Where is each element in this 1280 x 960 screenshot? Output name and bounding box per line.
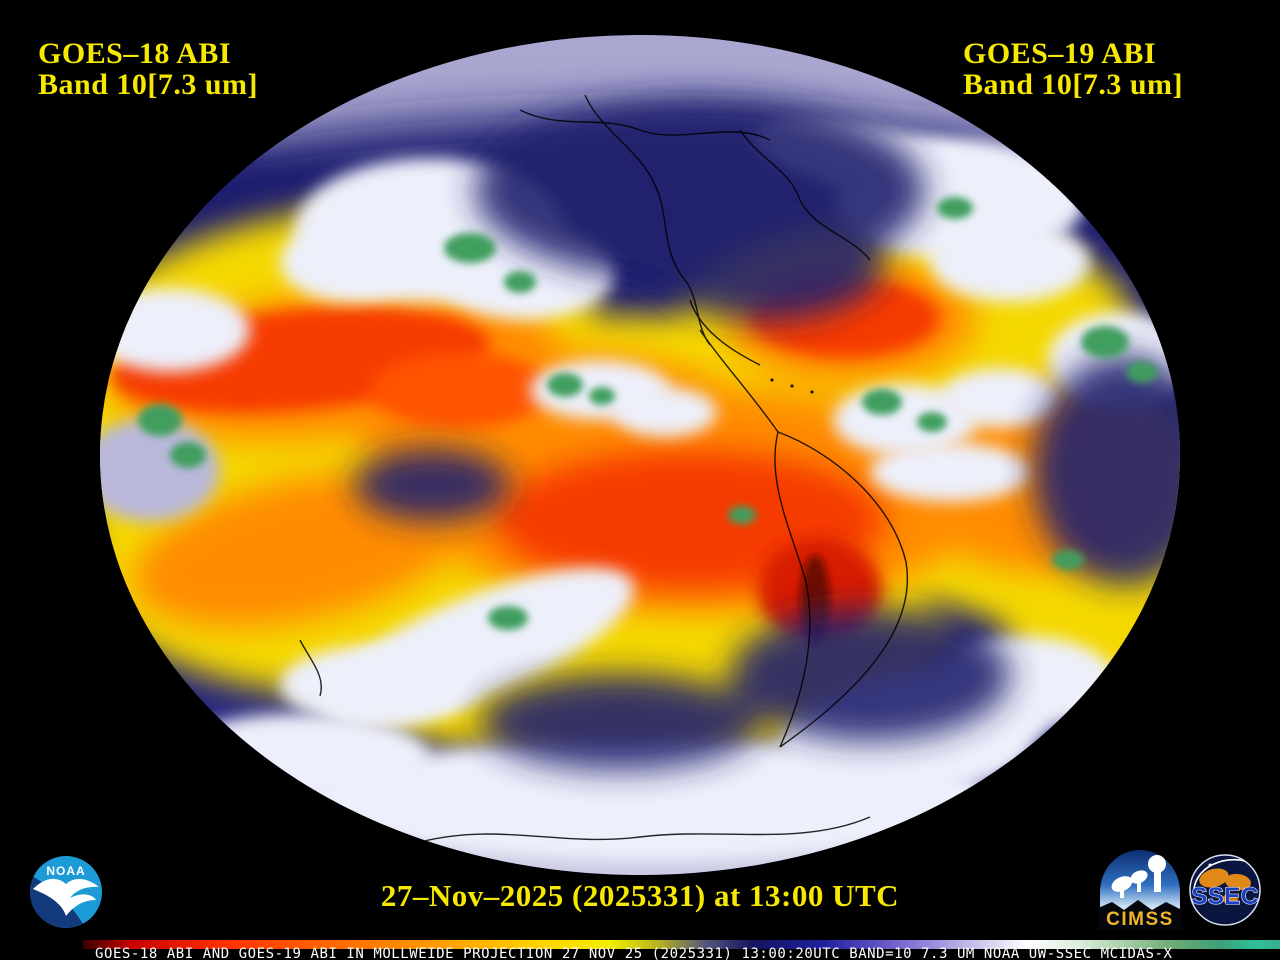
coastlines: [299, 94, 908, 843]
navy-moist-patches: [354, 98, 1180, 770]
frame-caption: GOES-18 ABI AND GOES-19 ABI IN MOLLWEIDE…: [95, 946, 1173, 960]
status-bar: GOES-18 ABI AND GOES-19 ABI IN MOLLWEIDE…: [0, 938, 1280, 960]
green-high-clouds: [138, 197, 1158, 630]
ssec-logo-text: SSEC: [1191, 883, 1258, 910]
cimss-logo-text: CIMSS: [1106, 909, 1174, 930]
ssec-orbit-arc: [1193, 858, 1255, 895]
goes19-title: GOES–19 ABI: [963, 37, 1157, 70]
cimss-logo: CIMSS: [1094, 844, 1186, 934]
ssec-logo: SSEC: [1188, 852, 1262, 928]
cimss-skyline: [1098, 900, 1182, 930]
goes18-label: GOES–18 ABI Band 10[7.3 um]: [38, 38, 258, 100]
goes19-label: GOES–19 ABI Band 10[7.3 um]: [963, 38, 1183, 100]
noaa-seabird-icon: [33, 878, 99, 916]
globe-imagery: [100, 35, 1180, 875]
enhancement-colorbar: [83, 940, 1280, 949]
goes19-band: Band 10[7.3 um]: [963, 68, 1184, 101]
noaa-logo: NOAA: [30, 856, 102, 928]
timestamp: 27–Nov–2025 (2025331) at 13:00 UTC: [380, 878, 900, 913]
red-dry-cores: [110, 278, 940, 645]
ssec-continents: [1193, 858, 1255, 904]
goes18-band: Band 10[7.3 um]: [38, 68, 259, 101]
noaa-logo-text: NOAA: [46, 864, 85, 878]
goes18-title: GOES–18 ABI: [38, 37, 232, 70]
cimss-observatory-icons: [1111, 855, 1166, 898]
